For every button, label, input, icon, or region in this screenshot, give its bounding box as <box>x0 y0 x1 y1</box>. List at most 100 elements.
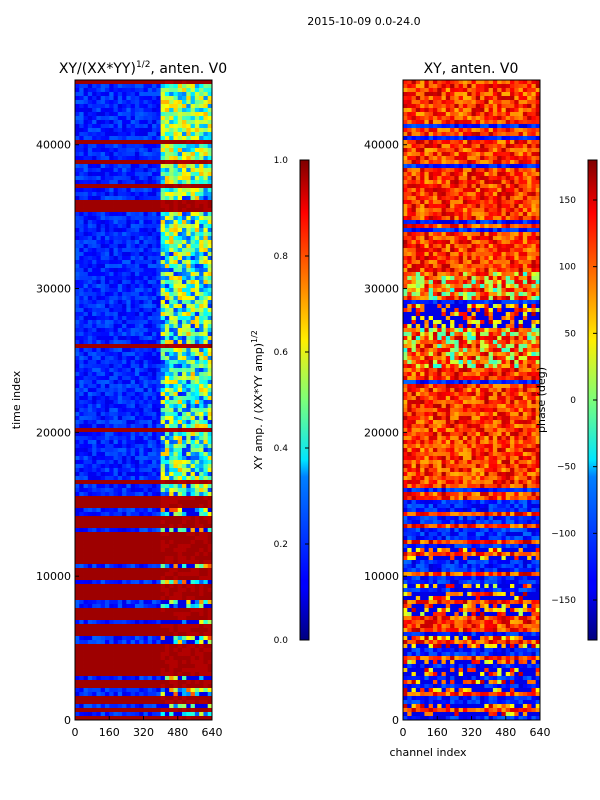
left-heatmap-cell <box>194 212 200 217</box>
left-heatmap-cell <box>87 656 93 661</box>
left-heatmap-cell <box>194 568 200 573</box>
left-heatmap-cell <box>109 84 114 89</box>
left-heatmap-cell <box>83 624 89 629</box>
left-heatmap-cell <box>117 316 123 321</box>
left-heatmap-cell <box>126 152 132 157</box>
left-heatmap-cell <box>100 412 106 417</box>
left-heatmap-cell <box>75 540 80 545</box>
left-heatmap-cell <box>139 172 144 177</box>
left-heatmap-cell <box>156 632 162 637</box>
left-heatmap-cell <box>160 668 166 673</box>
left-heatmap-cell <box>79 628 84 633</box>
left-heatmap-cell <box>194 396 200 401</box>
left-heatmap-cell <box>190 680 196 685</box>
left-heatmap-cell <box>186 504 191 509</box>
left-heatmap-cell <box>100 352 106 357</box>
left-heatmap-cell <box>156 384 162 389</box>
left-heatmap-cell <box>169 224 174 229</box>
left-heatmap-cell <box>139 420 144 425</box>
left-heatmap-cell <box>152 184 157 189</box>
left-heatmap-cell <box>122 500 127 505</box>
left-heatmap-cell <box>130 108 136 113</box>
left-heatmap-cell <box>190 592 196 597</box>
left-heatmap-cell <box>147 568 153 573</box>
left-heatmap-cell <box>207 84 212 89</box>
left-heatmap-cell <box>75 588 80 593</box>
left-heatmap-cell <box>177 364 183 369</box>
left-heatmap-cell <box>79 124 84 129</box>
left-heatmap-cell <box>160 456 166 461</box>
left-heatmap-cell <box>169 548 174 553</box>
left-heatmap-cell <box>139 456 144 461</box>
left-heatmap-cell <box>139 192 144 197</box>
left-heatmap-cell <box>207 352 212 357</box>
left-heatmap-cell <box>83 472 89 477</box>
left-heatmap-cell <box>173 596 179 601</box>
left-heatmap-cell <box>87 276 93 281</box>
left-heatmap-cell <box>92 572 97 577</box>
left-heatmap-cell <box>186 444 191 449</box>
left-heatmap-cell <box>199 460 204 465</box>
left-heatmap-cell <box>194 152 200 157</box>
left-heatmap-cell <box>100 628 106 633</box>
left-heatmap-cell <box>152 524 157 529</box>
left-heatmap-cell <box>113 484 119 489</box>
left-heatmap-cell <box>173 568 179 573</box>
left-heatmap-cell <box>100 476 106 481</box>
left-heatmap-cell <box>113 600 119 605</box>
left-heatmap-cell <box>139 216 144 221</box>
left-heatmap-cell <box>156 568 162 573</box>
left-heatmap-cell <box>199 332 204 337</box>
left-heatmap-cell <box>147 224 153 229</box>
left-heatmap-cell <box>130 184 136 189</box>
left-heatmap-cell <box>169 300 174 305</box>
left-heatmap-cell <box>134 672 140 677</box>
left-heatmap-cell <box>152 684 157 689</box>
left-heatmap-cell <box>100 660 106 665</box>
left-heatmap-cell <box>190 424 196 429</box>
left-heatmap-cell <box>164 240 170 245</box>
left-heatmap-cell <box>83 184 89 189</box>
left-heatmap-cell <box>126 684 132 689</box>
left-heatmap-cell <box>113 304 119 309</box>
left-heatmap-cell <box>194 108 200 113</box>
left-heatmap-cell <box>109 412 114 417</box>
left-heatmap-cell <box>186 196 191 201</box>
left-heatmap-cell <box>173 528 179 533</box>
left-heatmap-cell <box>83 676 89 681</box>
left-heatmap-cell <box>203 320 209 325</box>
left-heatmap-cell <box>164 676 170 681</box>
left-heatmap-cell <box>164 420 170 425</box>
left-heatmap-cell <box>83 612 89 617</box>
left-heatmap-cell <box>152 480 157 485</box>
left-heatmap-cell <box>199 696 204 701</box>
left-heatmap-cell <box>160 108 166 113</box>
left-heatmap-cell <box>169 324 174 329</box>
left-heatmap-cell <box>173 660 179 665</box>
left-heatmap-cell <box>126 420 132 425</box>
left-heatmap-cell <box>75 220 80 225</box>
left-heatmap-cell <box>207 188 212 193</box>
left-heatmap-cell <box>164 264 170 269</box>
left-heatmap-cell <box>126 176 132 181</box>
left-heatmap-cell <box>194 664 200 669</box>
left-heatmap-cell <box>79 176 84 181</box>
left-heatmap-cell <box>143 404 149 409</box>
left-heatmap-cell <box>199 520 204 525</box>
left-heatmap-cell <box>169 336 174 341</box>
left-heatmap-cell <box>126 224 132 229</box>
left-heatmap-cell <box>207 688 212 693</box>
left-heatmap-cell <box>207 260 212 265</box>
left-heatmap-cell <box>109 392 114 397</box>
left-heatmap-cell <box>130 532 136 537</box>
left-heatmap-cell <box>122 492 127 497</box>
left-heatmap-cell <box>203 496 209 501</box>
left-heatmap-cell <box>203 400 209 405</box>
left-heatmap-cell <box>113 268 119 273</box>
left-heatmap-cell <box>83 608 89 613</box>
left-heatmap-cell <box>186 112 191 117</box>
left-heatmap-cell <box>96 520 102 525</box>
left-heatmap-cell <box>173 380 179 385</box>
left-heatmap-cell <box>164 144 170 149</box>
left-heatmap-cell <box>130 344 136 349</box>
